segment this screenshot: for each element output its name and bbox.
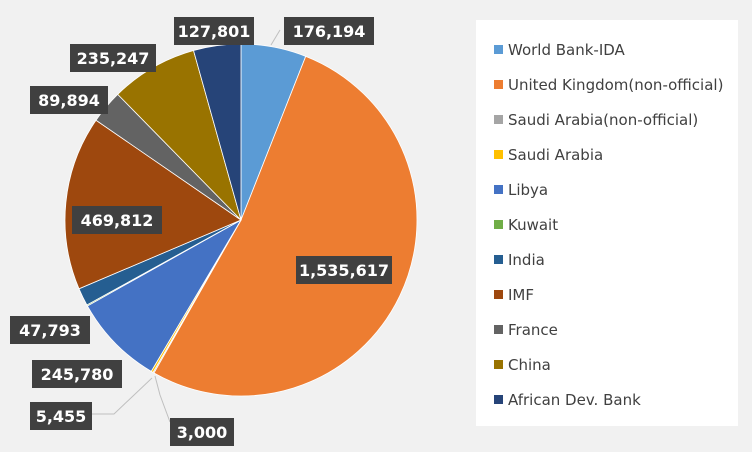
data-label-box: 5,455	[30, 402, 92, 430]
data-label: 1,535,617	[299, 261, 389, 280]
legend-box	[476, 20, 738, 426]
data-label-background	[72, 206, 162, 234]
legend-entry: France	[494, 321, 558, 339]
legend-label: France	[508, 321, 558, 339]
legend-label: United Kingdom(non-official)	[508, 76, 723, 94]
legend-label: Saudi Arabia(non-official)	[508, 111, 698, 129]
data-label-background	[32, 360, 122, 388]
data-label: 89,894	[38, 91, 100, 110]
legend-swatch	[494, 220, 503, 229]
data-label-background	[10, 316, 90, 344]
data-label: 235,247	[77, 49, 150, 68]
legend-swatch	[494, 255, 503, 264]
leader-lines	[92, 29, 281, 423]
data-label-box: 127,801	[174, 17, 254, 45]
legend-entry: India	[494, 251, 545, 269]
data-label: 245,780	[41, 365, 114, 384]
legend-entry: Libya	[494, 181, 548, 199]
data-label: 5,455	[36, 407, 87, 426]
legend-entry: China	[494, 356, 551, 374]
data-label-box: 176,194	[284, 17, 374, 45]
legend-label: Libya	[508, 181, 548, 199]
data-label: 47,793	[19, 321, 81, 340]
legend-swatch	[494, 45, 503, 54]
legend-label: India	[508, 251, 545, 269]
data-label-background	[30, 402, 92, 430]
legend-entry: IMF	[494, 286, 534, 304]
pie-slice	[86, 218, 243, 372]
legend-label: African Dev. Bank	[508, 391, 641, 409]
legend-entry: United Kingdom(non-official)	[494, 76, 723, 94]
legend-label: Kuwait	[508, 216, 558, 234]
data-label-box: 89,894	[30, 86, 108, 114]
legend: World Bank-IDA United Kingdom(non-officia…	[494, 41, 723, 409]
legend-swatch	[494, 360, 503, 369]
data-label-background	[70, 44, 156, 72]
legend-swatch	[494, 185, 503, 194]
legend-label: Saudi Arabia	[508, 146, 603, 164]
data-labels: 176,194 1,535,617 3,000 5,455 245,780 47,793 4…	[10, 17, 392, 446]
data-label-box: 47,793	[10, 316, 90, 344]
data-label: 3,000	[177, 423, 228, 442]
data-label-background	[174, 17, 254, 45]
leader-line	[154, 375, 171, 423]
legend-swatch	[494, 325, 503, 334]
legend-label: China	[508, 356, 551, 374]
legend-swatch	[494, 150, 503, 159]
legend-swatch	[494, 80, 503, 89]
data-label-background	[170, 418, 234, 446]
legend-entry: Kuwait	[494, 216, 558, 234]
legend-label: IMF	[508, 286, 534, 304]
legend-entry: World Bank-IDA	[494, 41, 626, 59]
leader-line	[270, 29, 281, 46]
legend-entry: Saudi Arabia	[494, 146, 603, 164]
leader-line	[92, 377, 153, 415]
data-label-background	[30, 86, 108, 114]
data-label: 469,812	[81, 211, 154, 230]
data-label-background	[296, 256, 392, 284]
data-label: 176,194	[293, 22, 366, 41]
legend-swatch	[494, 290, 503, 299]
data-label-box: 469,812	[72, 206, 162, 234]
legend-label: World Bank-IDA	[508, 41, 626, 59]
pie-slice	[153, 55, 418, 397]
legend-entry: African Dev. Bank	[494, 391, 641, 409]
data-label: 127,801	[178, 22, 251, 41]
data-label-box: 3,000	[170, 418, 234, 446]
legend-swatch	[494, 115, 503, 124]
pie-slice	[64, 119, 242, 290]
legend-entry: Saudi Arabia(non-official)	[494, 111, 698, 129]
data-label-background	[284, 17, 374, 45]
data-label-box: 245,780	[32, 360, 122, 388]
pie-slices	[64, 43, 418, 397]
data-label-box: 235,247	[70, 44, 156, 72]
data-label-box: 1,535,617	[296, 256, 392, 284]
legend-swatch	[494, 395, 503, 404]
